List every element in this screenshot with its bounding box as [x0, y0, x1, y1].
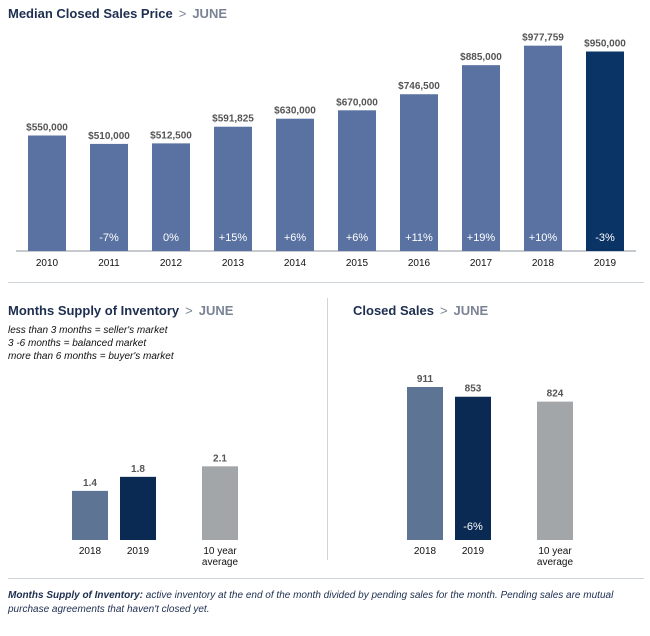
x-tick-label: 2018 — [414, 546, 437, 557]
x-tick-label: 2017 — [470, 258, 493, 269]
x-tick-label: 2019 — [594, 258, 617, 269]
x-tick-label: 2019 — [127, 546, 150, 557]
bar — [586, 51, 624, 251]
bar — [400, 94, 438, 251]
x-tick-label: 2016 — [408, 258, 431, 269]
x-tick-label: 2018 — [532, 258, 555, 269]
vertical-divider — [327, 298, 328, 560]
value-label: $591,825 — [212, 114, 254, 125]
change-label: 0% — [163, 232, 179, 244]
x-tick-label: 2014 — [284, 258, 307, 269]
bar — [407, 387, 443, 540]
x-tick-label: 10 year — [538, 546, 572, 557]
change-label: +6% — [284, 232, 307, 244]
bar — [537, 401, 573, 540]
title-separator: > — [185, 303, 193, 318]
bar — [72, 490, 108, 540]
x-tick-label: 2010 — [36, 258, 59, 269]
inventory-title-text: Months Supply of Inventory — [8, 303, 180, 318]
x-tick-label: 2013 — [222, 258, 245, 269]
x-tick-label: 2018 — [79, 546, 102, 557]
market-note: more than 6 months = buyer's market — [8, 351, 174, 362]
x-tick-label: 2011 — [98, 258, 120, 269]
bar — [152, 143, 190, 251]
value-label: $746,500 — [398, 81, 440, 92]
bar — [28, 135, 66, 251]
value-label: 911 — [417, 374, 434, 385]
closed-sales-title: Closed Sales > JUNE — [353, 303, 488, 318]
market-note: less than 3 months = seller's market — [8, 325, 168, 336]
bar — [338, 110, 376, 251]
value-label: 2.1 — [213, 453, 227, 464]
title-month: JUNE — [453, 303, 489, 318]
bar — [120, 476, 156, 540]
bar — [202, 466, 238, 540]
x-tick-label: average — [537, 557, 574, 568]
median-price-title-text: Median Closed Sales Price — [8, 6, 173, 21]
change-label: +6% — [346, 232, 369, 244]
median-price-title: Median Closed Sales Price > JUNE — [8, 6, 227, 21]
change-label: +19% — [467, 232, 496, 244]
value-label: 853 — [465, 384, 482, 395]
bar — [462, 65, 500, 252]
value-label: $550,000 — [26, 123, 68, 134]
title-month: JUNE — [198, 303, 234, 318]
market-note: 3 -6 months = balanced market — [8, 338, 147, 349]
title-separator: > — [439, 303, 448, 318]
footer-label: Months Supply of Inventory: — [8, 590, 143, 601]
section-divider — [8, 282, 644, 283]
bar — [524, 45, 562, 251]
bar — [276, 118, 314, 251]
x-tick-label: average — [202, 557, 239, 568]
x-tick-label: 2015 — [346, 258, 369, 269]
market-legend: less than 3 months = seller's market 3 -… — [8, 324, 174, 363]
title-month: JUNE — [192, 6, 228, 21]
x-tick-label: 10 year — [203, 546, 237, 557]
change-label: +10% — [529, 232, 558, 244]
change-label: -7% — [99, 232, 119, 244]
value-label: $885,000 — [460, 52, 502, 63]
footer-divider — [8, 578, 644, 579]
value-label: 1.8 — [131, 464, 145, 475]
change-label: +11% — [405, 232, 433, 244]
footer-note: Months Supply of Inventory: active inven… — [8, 589, 638, 617]
value-label: $512,500 — [150, 130, 192, 141]
change-label: -3% — [595, 232, 615, 244]
footer-text: active inventory at the end of the month… — [8, 590, 614, 615]
bar — [455, 396, 491, 540]
value-label: $670,000 — [336, 97, 378, 108]
value-label: 1.4 — [83, 478, 97, 489]
value-label: $977,759 — [522, 33, 564, 44]
bar — [214, 126, 252, 251]
value-label: 824 — [547, 389, 564, 400]
x-tick-label: 2012 — [160, 258, 183, 269]
value-label: $950,000 — [584, 39, 626, 50]
inventory-title: Months Supply of Inventory > JUNE — [8, 303, 233, 318]
bar — [90, 143, 128, 251]
x-tick-label: 2019 — [462, 546, 485, 557]
value-label: $630,000 — [274, 106, 316, 117]
value-label: $510,000 — [88, 131, 130, 142]
change-label: -6% — [463, 521, 483, 533]
change-label: +15% — [219, 232, 248, 244]
closed-sales-title-text: Closed Sales — [353, 303, 434, 318]
title-separator: > — [178, 6, 187, 21]
